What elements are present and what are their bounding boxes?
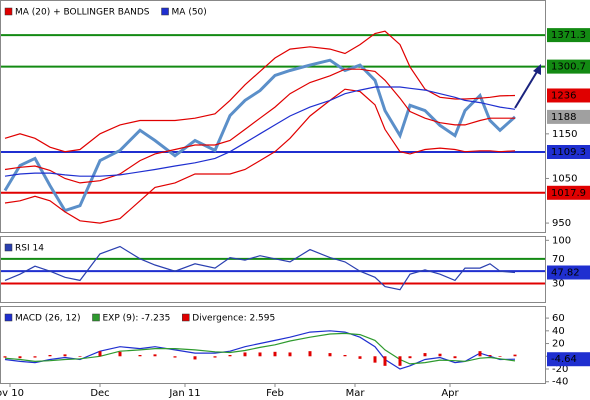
divergence-bar bbox=[408, 356, 412, 359]
y-tick-label: 1150 bbox=[552, 129, 577, 140]
divergence-bar bbox=[398, 356, 402, 366]
level-box bbox=[547, 28, 590, 43]
last-value-box bbox=[547, 109, 590, 124]
level-box bbox=[547, 145, 590, 160]
level-label: 30 bbox=[552, 278, 565, 289]
divergence-bar bbox=[488, 355, 492, 357]
legend-swatch bbox=[4, 7, 13, 16]
divergence-bar bbox=[423, 353, 427, 357]
legend-label: MACD (26, 12) bbox=[15, 314, 81, 324]
y-tick-label: 20 bbox=[552, 339, 565, 350]
divergence-bar bbox=[513, 354, 517, 357]
series-line bbox=[4, 332, 516, 365]
panel-frame bbox=[0, 0, 546, 233]
level-label: 1300.7 bbox=[551, 62, 586, 73]
divergence-bar bbox=[373, 356, 377, 363]
divergence-bar bbox=[193, 356, 197, 360]
divergence-bar bbox=[3, 356, 7, 358]
y-tick-label: 40 bbox=[552, 326, 565, 337]
legend-swatch bbox=[4, 243, 13, 252]
divergence-bar bbox=[228, 355, 232, 357]
y-tick-label: 950 bbox=[552, 218, 571, 229]
divergence-bar bbox=[48, 355, 52, 357]
divergence-bar bbox=[153, 354, 157, 357]
series-group bbox=[3, 330, 517, 370]
series-group bbox=[4, 245, 516, 291]
divergence-bar bbox=[358, 356, 362, 359]
y-tick-label: -20 bbox=[552, 364, 568, 375]
divergence-bar bbox=[438, 353, 442, 357]
divergence-bar bbox=[478, 351, 482, 357]
divergence-bar bbox=[78, 356, 82, 357]
level-label: 1109.3 bbox=[551, 147, 586, 158]
arrow-shaft bbox=[514, 69, 539, 109]
legend-label: RSI 14 bbox=[15, 244, 44, 254]
x-tick-label: Apr bbox=[441, 388, 459, 399]
series-group bbox=[3, 30, 516, 224]
divergence-bar bbox=[18, 356, 22, 359]
divergence-bar bbox=[173, 356, 177, 358]
last-value-box bbox=[547, 352, 590, 367]
last-value-label: -4.64 bbox=[551, 354, 577, 365]
arrow-head bbox=[533, 64, 541, 75]
band-line bbox=[4, 88, 516, 224]
divergence-bar bbox=[453, 356, 457, 359]
legend-swatch bbox=[182, 313, 190, 322]
legend-swatch bbox=[4, 313, 13, 322]
divergence-bar bbox=[98, 351, 102, 357]
level-label: 70 bbox=[552, 254, 565, 265]
legend-label: MA (50) bbox=[172, 8, 207, 18]
divergence-bar bbox=[308, 351, 312, 357]
last-value-label: 47.82 bbox=[551, 268, 580, 279]
divergence-bar bbox=[33, 356, 37, 358]
legend-label: Divergence: 2.595 bbox=[192, 314, 275, 324]
last-value-box bbox=[547, 88, 590, 103]
legend-label: MA (20) + BOLLINGER BANDS bbox=[15, 8, 150, 18]
level-box bbox=[547, 59, 590, 74]
last-value-label: 1188 bbox=[551, 112, 576, 123]
divergence-bar bbox=[258, 352, 262, 357]
x-tick-label: Mar bbox=[346, 388, 366, 399]
series-line bbox=[4, 86, 516, 177]
x-tick-label: Jan 11 bbox=[168, 388, 200, 399]
series-line bbox=[3, 58, 516, 213]
y-tick-label: 1050 bbox=[552, 173, 577, 184]
legend-label: EXP (9): -7.235 bbox=[103, 314, 171, 324]
y-tick-label: 100 bbox=[552, 235, 571, 246]
divergence-bar bbox=[243, 352, 247, 357]
legend-swatch bbox=[92, 313, 100, 322]
divergence-bar bbox=[343, 355, 347, 357]
divergence-bar bbox=[118, 351, 122, 357]
panel-frame bbox=[0, 306, 546, 384]
level-box bbox=[547, 185, 590, 200]
divergence-bar bbox=[498, 356, 502, 357]
legend-swatch bbox=[161, 7, 169, 16]
last-value-label: 1236 bbox=[551, 90, 576, 101]
y-tick-label: 60 bbox=[552, 313, 565, 324]
level-label: 1371.3 bbox=[551, 30, 586, 41]
level-label: 1017.9 bbox=[551, 188, 586, 199]
divergence-bar bbox=[383, 356, 387, 366]
y-tick-label: -40 bbox=[552, 377, 568, 388]
x-tick-label: Feb bbox=[266, 388, 284, 399]
series-line bbox=[4, 68, 515, 184]
last-value-box bbox=[547, 265, 590, 280]
divergence-bar bbox=[288, 352, 292, 357]
band-line bbox=[4, 30, 516, 153]
forecast-arrow bbox=[514, 64, 541, 109]
divergence-bar bbox=[273, 351, 277, 357]
divergence-bar bbox=[328, 353, 332, 357]
panel-frame bbox=[0, 236, 546, 303]
divergence-bar bbox=[138, 355, 142, 357]
divergence-bar bbox=[63, 354, 67, 357]
x-tick-label: ov 10 bbox=[0, 388, 24, 399]
divergence-bar bbox=[213, 356, 217, 358]
x-tick-label: Dec bbox=[90, 388, 109, 399]
series-line bbox=[4, 245, 516, 291]
